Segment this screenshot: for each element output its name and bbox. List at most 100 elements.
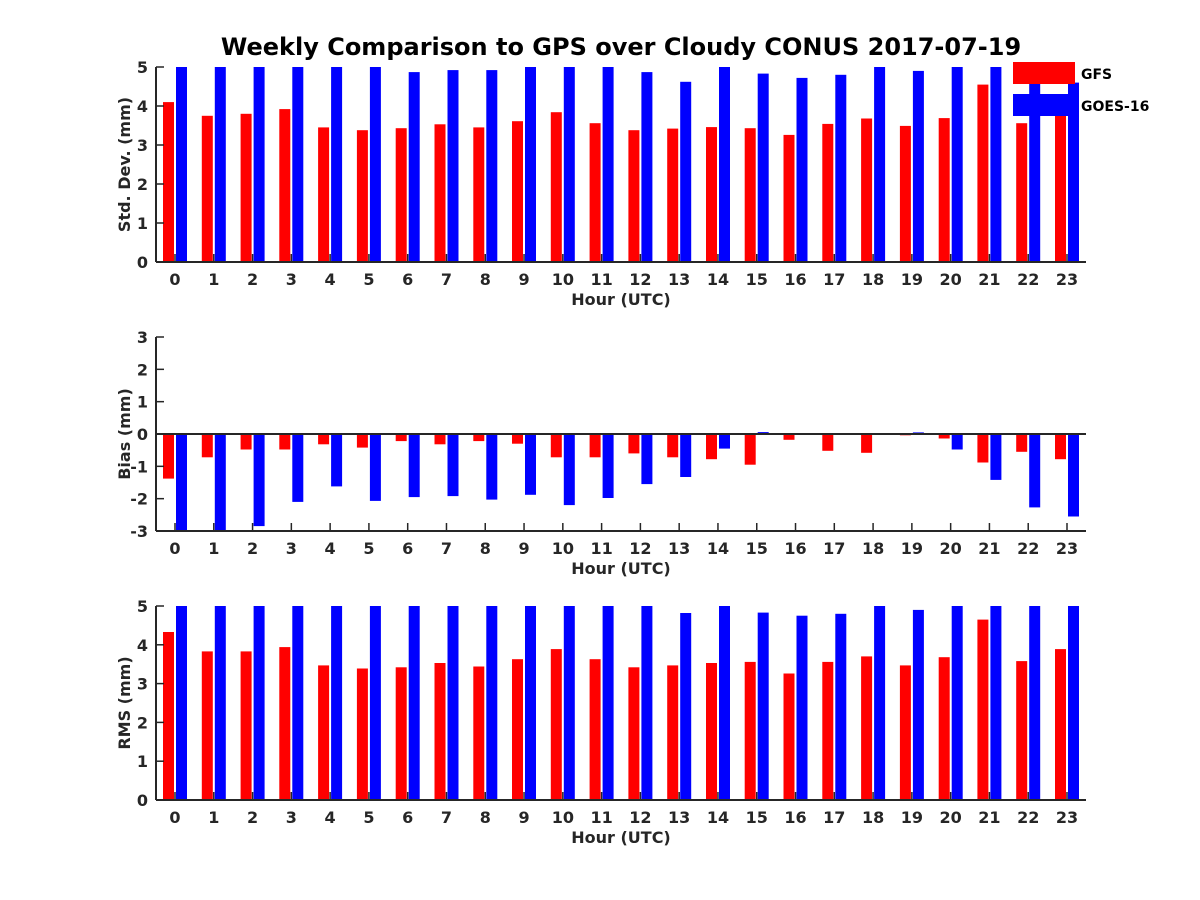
- bias-x-tick-label: 9: [518, 539, 529, 558]
- rms-x-tick-label: 16: [784, 808, 806, 827]
- bias-bar-goes16-1: [214, 434, 226, 531]
- rms-bar-goes16-23: [1068, 606, 1079, 800]
- std-dev-x-tick-label: 11: [590, 270, 612, 289]
- bias-bar-goes16-23: [1068, 434, 1079, 517]
- rms-bar-goes16-4: [331, 606, 343, 800]
- bias-y-axis-label: Bias (mm): [115, 388, 134, 480]
- rms-bar-gfs-15: [744, 661, 756, 800]
- rms-x-tick-label: 2: [247, 808, 258, 827]
- bias-bar-goes16-7: [447, 434, 459, 497]
- std-dev-x-tick-label: 0: [169, 270, 180, 289]
- rms-y-tick-label: 2: [137, 713, 148, 732]
- bias-bar-gfs-11: [589, 434, 601, 458]
- std-dev-y-tick-label: 0: [137, 253, 148, 272]
- bias-x-tick-label: 15: [746, 539, 768, 558]
- bias-x-tick-label: 7: [441, 539, 452, 558]
- std-dev-bar-goes16-2: [253, 67, 265, 262]
- std-dev-x-tick-label: 18: [862, 270, 884, 289]
- std-dev-bar-goes16-18: [874, 67, 886, 262]
- rms-bar-gfs-21: [977, 619, 989, 800]
- rms-x-tick-label: 11: [590, 808, 612, 827]
- bias-bar-gfs-7: [434, 434, 446, 445]
- bias-bar-goes16-14: [719, 434, 730, 449]
- bias-x-tick-label: 13: [668, 539, 690, 558]
- bias-x-tick-label: 5: [363, 539, 374, 558]
- std-dev-x-tick-label: 5: [363, 270, 374, 289]
- rms-x-tick-label: 9: [518, 808, 529, 827]
- bias-y-tick-label: 0: [137, 425, 148, 444]
- bias-x-tick-label: 3: [286, 539, 297, 558]
- bias-bar-goes16-12: [641, 434, 653, 485]
- std-dev-x-tick-label: 6: [402, 270, 413, 289]
- bias-bar-gfs-17: [822, 434, 834, 451]
- rms-bar-gfs-4: [318, 665, 330, 800]
- bias-x-tick-label: 17: [823, 539, 845, 558]
- bias-y-tick-label: 2: [137, 360, 148, 379]
- bias-bar-gfs-16: [783, 434, 795, 440]
- bias-bar-goes16-10: [563, 434, 575, 506]
- std-dev-bar-goes16-17: [835, 74, 847, 262]
- std-dev-bar-gfs-23: [1055, 113, 1066, 262]
- std-dev-bar-gfs-13: [667, 128, 679, 262]
- bias-bar-goes16-20: [951, 434, 963, 450]
- rms-y-axis-label: RMS (mm): [115, 656, 134, 749]
- rms-bar-gfs-7: [434, 663, 446, 800]
- std-dev-x-tick-label: 3: [286, 270, 297, 289]
- std-dev-bar-gfs-4: [318, 127, 330, 263]
- rms-bar-gfs-6: [395, 667, 407, 800]
- std-dev-bar-goes16-6: [408, 72, 420, 262]
- std-dev-bar-goes16-9: [525, 67, 536, 262]
- std-dev-y-axis-label: Std. Dev. (mm): [115, 97, 134, 232]
- std-dev-bar-gfs-15: [744, 128, 756, 262]
- bias-x-tick-label: 18: [862, 539, 884, 558]
- bias-bar-goes16-4: [331, 434, 343, 487]
- rms-bar-goes16-2: [253, 606, 265, 800]
- std-dev-x-tick-label: 8: [480, 270, 491, 289]
- bias-x-tick-label: 23: [1056, 539, 1078, 558]
- std-dev-x-tick-label: 22: [1017, 270, 1039, 289]
- bias-bar-goes16-11: [602, 434, 614, 498]
- legend-label-goes16: GOES-16: [1081, 99, 1149, 115]
- rms-bar-gfs-5: [356, 668, 368, 800]
- std-dev-bar-goes16-8: [486, 70, 498, 262]
- rms-bar-gfs-16: [783, 673, 795, 800]
- std-dev-x-tick-label: 12: [629, 270, 651, 289]
- rms-x-axis-label: Hour (UTC): [571, 828, 671, 847]
- rms-x-tick-label: 14: [707, 808, 729, 827]
- bias-bar-gfs-5: [356, 434, 368, 448]
- std-dev-bar-goes16-20: [951, 67, 963, 262]
- rms-y-tick-label: 0: [137, 791, 148, 810]
- bias-bar-gfs-15: [744, 434, 756, 465]
- rms-bar-gfs-17: [822, 661, 834, 800]
- rms-x-tick-label: 7: [441, 808, 452, 827]
- rms-bar-goes16-21: [990, 606, 1002, 800]
- rms-bar-gfs-13: [667, 665, 679, 800]
- std-dev-bar-gfs-21: [977, 84, 989, 262]
- rms-bar-goes16-19: [912, 609, 924, 800]
- bias-bar-gfs-13: [667, 434, 679, 458]
- rms-bar-gfs-2: [240, 651, 252, 800]
- rms-x-tick-label: 1: [208, 808, 219, 827]
- std-dev-bar-gfs-5: [356, 130, 368, 262]
- std-dev-y-tick-label: 4: [137, 97, 148, 116]
- std-dev-y-tick-label: 1: [137, 214, 148, 233]
- std-dev-x-tick-label: 14: [707, 270, 729, 289]
- std-dev-bar-gfs-19: [899, 125, 911, 263]
- bias-x-tick-label: 22: [1017, 539, 1039, 558]
- rms-bar-gfs-0: [163, 632, 174, 800]
- std-dev-x-tick-label: 10: [552, 270, 574, 289]
- bias-bar-gfs-2: [240, 434, 252, 450]
- rms-bar-gfs-8: [473, 666, 485, 800]
- std-dev-bar-goes16-0: [176, 67, 187, 262]
- rms-x-tick-label: 6: [402, 808, 413, 827]
- bias-bar-goes16-2: [253, 434, 265, 527]
- std-dev-bar-goes16-22: [1029, 67, 1041, 262]
- rms-x-tick-label: 12: [629, 808, 651, 827]
- bias-bar-gfs-8: [473, 434, 485, 442]
- bias-x-tick-label: 6: [402, 539, 413, 558]
- rms-x-tick-label: 19: [901, 808, 923, 827]
- std-dev-x-tick-label: 16: [784, 270, 806, 289]
